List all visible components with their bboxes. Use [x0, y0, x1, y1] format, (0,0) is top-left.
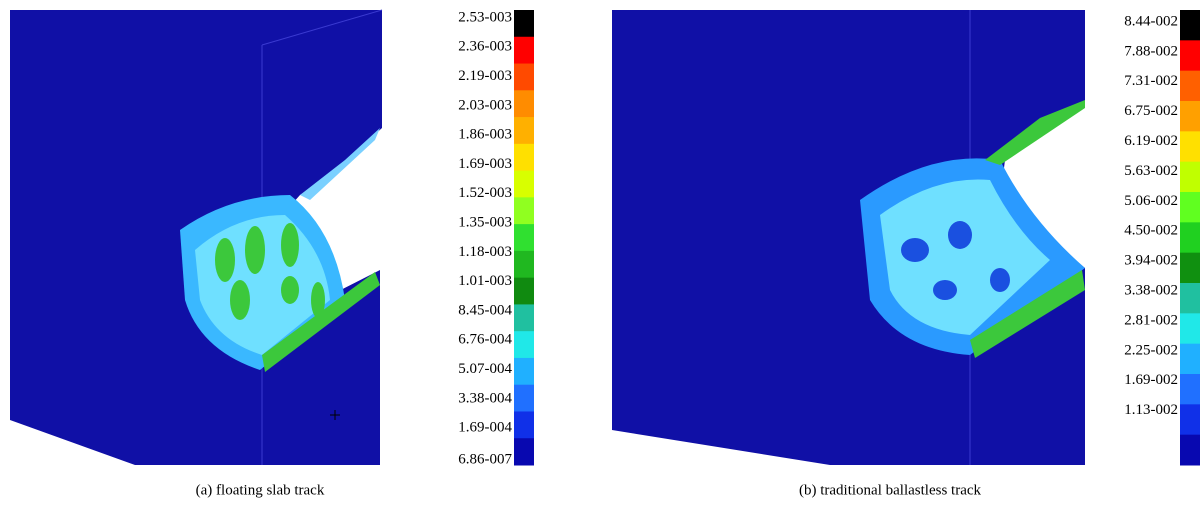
model-a: [10, 9, 383, 465]
colorbar-label: 1.69-002: [1124, 372, 1178, 388]
colorbar-label: 3.38-004: [458, 390, 512, 406]
colorbar-band: [514, 36, 534, 65]
colorbar-band: [514, 384, 534, 412]
colorbar-band: [514, 197, 534, 225]
colorbar-band: [1180, 434, 1200, 466]
colorbar-label: 3.38-002: [1124, 283, 1178, 299]
colorbar-band: [1180, 343, 1200, 375]
colorbar-band: [514, 224, 534, 252]
colorbar-band: [514, 170, 534, 198]
colorbar-band: [1180, 70, 1200, 102]
colorbar-label: 2.53-003: [458, 9, 512, 25]
colorbar-label: 7.31-002: [1124, 73, 1178, 89]
colorbar-label: 3.94-002: [1124, 253, 1178, 269]
colorbar-label: 7.88-002: [1124, 43, 1178, 59]
colorbar-label: 5.06-002: [1124, 193, 1178, 209]
colorbar-band: [1180, 131, 1200, 163]
colorbar-label: 8.44-002: [1124, 13, 1178, 29]
colorbar-label: 2.81-002: [1124, 312, 1178, 328]
colorbar-label: 1.13-002: [1124, 402, 1178, 418]
colorbar-label: 6.86-007: [458, 451, 512, 467]
colorbar-band: [514, 10, 534, 38]
colorbar-band: [1180, 101, 1200, 132]
colorbar-label: 2.25-002: [1124, 342, 1178, 358]
colorbar-band: [1180, 374, 1200, 405]
colorbar-band: [514, 357, 534, 386]
caption: (b) traditional ballastless track: [799, 482, 982, 498]
colorbar-label: 5.63-002: [1124, 163, 1178, 179]
colorbar-label: 2.19-003: [458, 68, 512, 84]
colorbar-band: [514, 250, 534, 279]
colorbar-label: 2.03-003: [458, 97, 512, 113]
colorbar-band: [1180, 10, 1200, 41]
colorbar-band: [1180, 192, 1200, 223]
colorbar-band: [514, 331, 534, 359]
colorbar-label: 1.01-003: [458, 273, 512, 289]
colorbar-label: 1.69-004: [458, 420, 512, 436]
colorbar-label: 1.69-003: [458, 156, 512, 172]
colorbar-label: 2.36-003: [458, 39, 512, 55]
colorbar-band: [514, 438, 534, 466]
colorbar-band: [1180, 252, 1200, 284]
colorbar-label: 6.75-002: [1124, 103, 1178, 119]
colorbar-label: 6.76-004: [458, 332, 512, 348]
colorbar-band: [1180, 313, 1200, 345]
colorbar-band: [1180, 283, 1200, 314]
colorbar-band: [1180, 222, 1200, 254]
colorbar-band: [1180, 161, 1200, 193]
colorbar-label: 8.45-004: [458, 302, 512, 318]
colorbar-band: [1180, 404, 1200, 436]
colorbar-label: 1.52-003: [458, 185, 512, 201]
colorbar-label: 1.18-003: [458, 244, 512, 260]
colorbar-band: [514, 117, 534, 145]
colorbar-label: 1.86-003: [458, 127, 512, 143]
colorbar-label: 1.35-003: [458, 215, 512, 231]
colorbar-band: [514, 411, 534, 439]
colorbar-band: [514, 143, 534, 172]
colorbar-band: [1180, 40, 1200, 72]
caption: (a) floating slab track: [196, 482, 325, 498]
colorbar-band: [514, 304, 534, 332]
colorbar-label: 5.07-004: [458, 361, 512, 377]
colorbar-band: [514, 277, 534, 305]
colorbar-label: 4.50-002: [1124, 223, 1178, 239]
colorbar-band: [514, 90, 534, 118]
colorbar-label: 6.19-002: [1124, 133, 1178, 149]
model-b: [612, 10, 1085, 465]
colorbar-band: [514, 63, 534, 91]
